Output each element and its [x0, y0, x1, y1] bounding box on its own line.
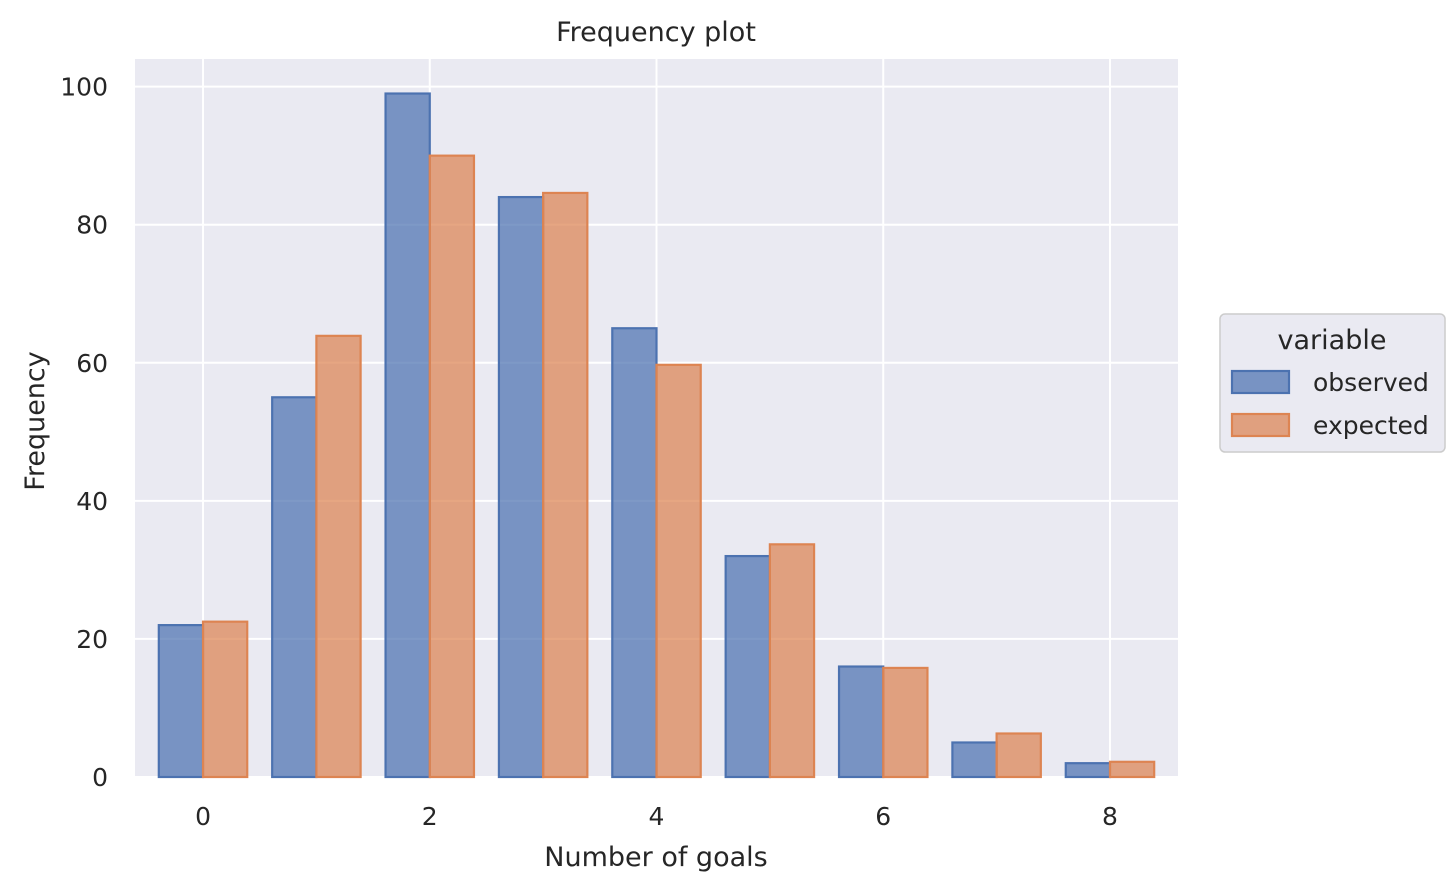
bar-expected-5	[768, 543, 816, 779]
bar-observed-2	[384, 92, 431, 779]
bars	[157, 92, 1156, 779]
x-tick-label: 8	[1102, 802, 1118, 831]
bar-observed-6	[837, 665, 885, 779]
bar-expected-1	[315, 334, 362, 779]
bar-observed-3	[497, 195, 545, 779]
bar-expected-2	[428, 154, 476, 779]
bar-expected-6	[882, 666, 929, 779]
bar-expected-8	[1108, 760, 1156, 779]
x-axis-label: Number of goals	[544, 842, 767, 873]
bar-expected-7	[995, 732, 1042, 779]
y-axis-label: Frequency	[20, 351, 51, 491]
legend: variable observed expected	[1219, 313, 1446, 453]
legend-swatch-observed	[1230, 369, 1291, 395]
bar-observed-0	[157, 624, 205, 779]
bar-observed-7	[951, 741, 998, 779]
bar-expected-0	[201, 620, 249, 779]
legend-label-observed: observed	[1313, 368, 1429, 397]
y-tick-label: 100	[60, 73, 108, 102]
y-tick-label: 80	[76, 211, 108, 240]
legend-label-expected: expected	[1313, 411, 1429, 440]
x-tick-label: 2	[422, 802, 438, 831]
bar-observed-4	[611, 327, 658, 779]
y-tick-labels: 0 20 40 60 80 100	[60, 73, 108, 792]
y-tick-label: 20	[76, 625, 108, 654]
y-tick-label: 0	[92, 763, 108, 792]
y-tick-label: 40	[76, 487, 108, 516]
y-tick-label: 60	[76, 349, 108, 378]
x-tick-labels: 0 2 4 6 8	[195, 802, 1118, 831]
legend-swatch-expected	[1230, 412, 1291, 438]
x-tick-label: 6	[875, 802, 891, 831]
chart-title: Frequency plot	[556, 17, 756, 48]
bar-observed-1	[271, 396, 318, 779]
bar-expected-3	[542, 191, 589, 779]
bar-observed-8	[1064, 762, 1112, 779]
legend-title: variable	[1278, 325, 1387, 356]
x-tick-label: 0	[195, 802, 211, 831]
x-tick-label: 4	[649, 802, 665, 831]
bar-observed-5	[724, 554, 771, 779]
bar-expected-4	[655, 363, 702, 779]
